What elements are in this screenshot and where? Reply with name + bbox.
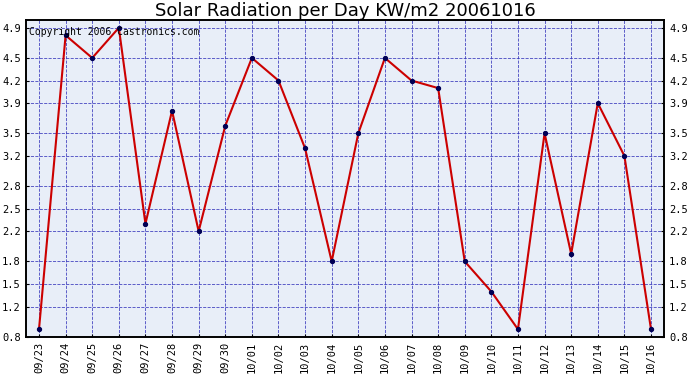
Point <box>246 55 257 61</box>
Point <box>433 85 444 91</box>
Point <box>273 78 284 84</box>
Point <box>219 123 230 129</box>
Point <box>193 228 204 234</box>
Point <box>140 221 151 227</box>
Point <box>166 108 177 114</box>
Point <box>566 251 577 257</box>
Point <box>380 55 391 61</box>
Point <box>113 25 124 31</box>
Point <box>645 326 656 332</box>
Point <box>353 130 364 136</box>
Point <box>87 55 98 61</box>
Point <box>539 130 550 136</box>
Point <box>406 78 417 84</box>
Point <box>60 32 71 38</box>
Point <box>486 289 497 295</box>
Point <box>592 100 603 106</box>
Point <box>34 326 45 332</box>
Point <box>619 153 630 159</box>
Point <box>460 258 471 264</box>
Text: Copyright 2006 Castronics.com: Copyright 2006 Castronics.com <box>29 27 199 37</box>
Title: Solar Radiation per Day KW/m2 20061016: Solar Radiation per Day KW/m2 20061016 <box>155 2 535 20</box>
Point <box>513 326 524 332</box>
Point <box>326 258 337 264</box>
Point <box>299 146 310 152</box>
